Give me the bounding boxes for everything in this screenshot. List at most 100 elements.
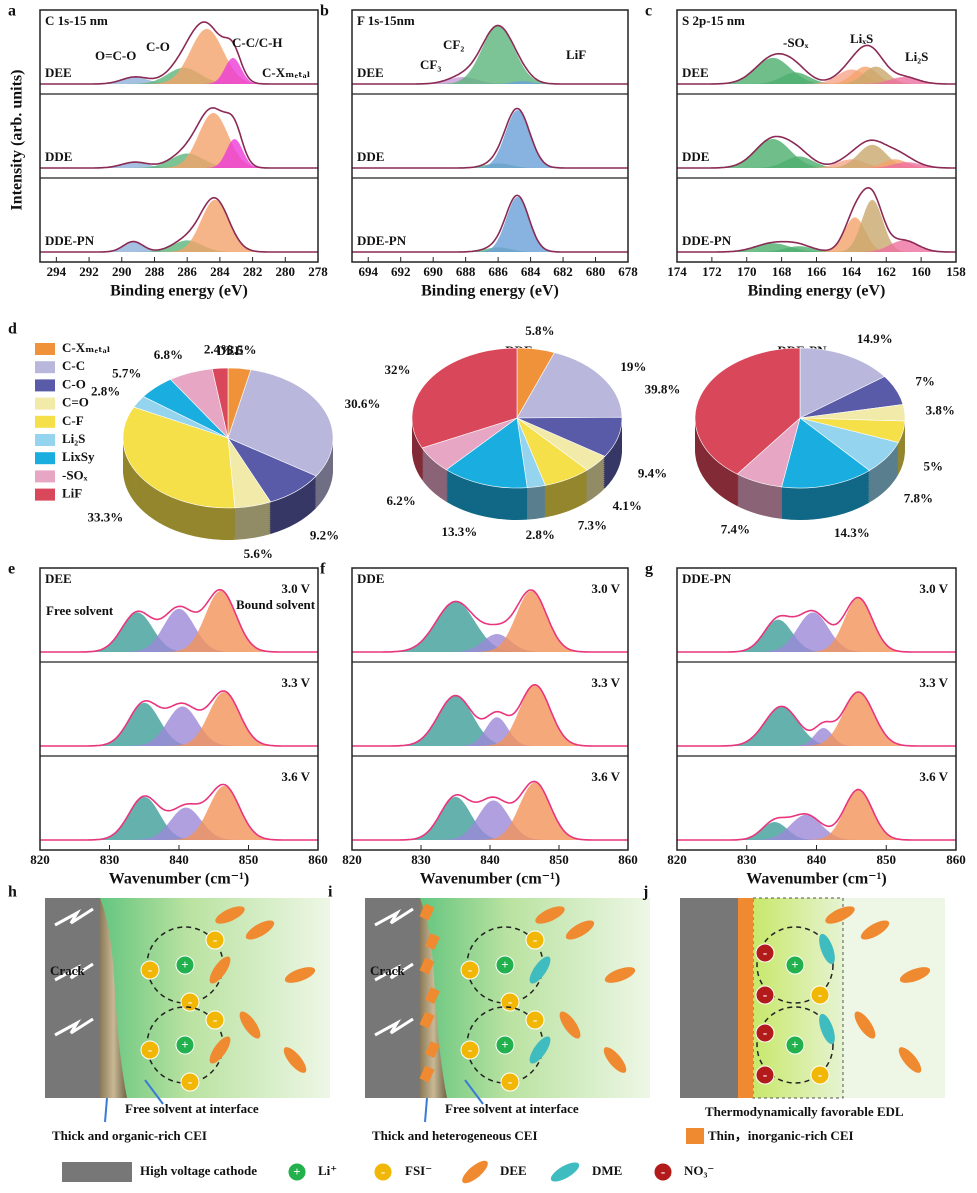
plot-frame <box>676 9 957 263</box>
ion <box>500 992 520 1012</box>
arrow <box>144 1079 164 1105</box>
ion <box>785 955 805 975</box>
envelope <box>40 21 318 85</box>
x-tick-label: 830 <box>411 852 431 867</box>
x-tick-label: 278 <box>308 264 328 279</box>
legend-label: C-Xₘₑₜₐₗ <box>62 340 111 355</box>
solvent-molecule <box>854 1011 876 1039</box>
panel-letter: e <box>8 561 15 578</box>
solvent-molecule <box>209 956 231 984</box>
peak-component <box>677 814 956 840</box>
pie-slice <box>516 352 623 419</box>
pie-slice <box>211 367 229 439</box>
ion <box>755 1065 775 1085</box>
ion-sign: + <box>791 957 798 972</box>
crack <box>54 962 94 982</box>
x-tick-label: 850 <box>239 852 259 867</box>
peak-component <box>677 72 956 84</box>
panel-letter: d <box>8 321 17 338</box>
annotation: Free solvent <box>46 603 114 618</box>
schematic-text: Crack <box>50 963 85 978</box>
crack <box>54 1017 94 1037</box>
slice-label: 19% <box>620 359 646 374</box>
x-axis-label: Wavenumber (cm⁻¹) <box>109 871 249 888</box>
solvent-molecule <box>215 906 245 924</box>
pie-slice <box>122 406 236 509</box>
slice-label: 14.9% <box>857 331 893 346</box>
envelope <box>40 588 318 653</box>
slice-label: 5.7% <box>112 365 141 380</box>
x-tick-label: 678 <box>618 264 638 279</box>
solvent-molecule <box>819 933 835 965</box>
ion-sign: + <box>501 1037 508 1052</box>
peak-component <box>352 782 628 840</box>
plot-frame <box>676 567 957 851</box>
ion-sign: - <box>661 1164 665 1179</box>
pie-slice <box>445 417 528 489</box>
crack <box>374 907 414 927</box>
ion-sign: - <box>533 932 537 947</box>
solvent-molecule <box>825 906 855 924</box>
peak-component <box>352 26 628 84</box>
ion <box>140 1040 160 1060</box>
y-axis-label: Intensity (arb. units) <box>9 70 26 211</box>
solvent-molecule <box>284 967 316 983</box>
x-tick-label: 850 <box>877 852 897 867</box>
ion <box>373 1162 393 1182</box>
peak-component <box>677 156 956 168</box>
legend-swatch <box>35 434 55 446</box>
schematic-text: Free solvent at interface <box>445 1101 579 1116</box>
x-tick-label: 282 <box>243 264 263 279</box>
slice-label: 9.2% <box>310 527 339 542</box>
arrow <box>104 1097 108 1123</box>
annotation: CF₃ <box>420 57 441 72</box>
panel-letter: f <box>320 561 326 578</box>
ion-sign: - <box>763 1025 767 1040</box>
voltage-label: 3.3 V <box>591 675 620 690</box>
ion <box>495 955 515 975</box>
ion <box>755 943 775 963</box>
annotation: O=C-O <box>95 48 136 63</box>
ion-sign: - <box>188 1074 192 1089</box>
x-tick-label: 682 <box>553 264 573 279</box>
voltage-label: 3.3 V <box>281 675 310 690</box>
sample-label: DDE-PN <box>45 233 95 248</box>
sample-label: DEE <box>682 65 709 80</box>
ion <box>495 1035 515 1055</box>
cei-layer <box>100 898 127 1098</box>
ion <box>460 960 480 980</box>
solvent-molecule <box>283 1047 307 1073</box>
solvent-molecule <box>239 1011 261 1039</box>
envelope <box>352 780 628 841</box>
slice-label: 7.3% <box>578 518 607 533</box>
slice-label: 7% <box>915 374 935 389</box>
cei-layer <box>738 898 753 1098</box>
slice-label: 7.4% <box>721 521 750 536</box>
solvent-molecule <box>898 1047 922 1073</box>
x-tick-label: 168 <box>772 264 792 279</box>
voltage-label: 3.3 V <box>919 675 948 690</box>
ion-sign: - <box>508 1074 512 1089</box>
x-tick-label: 164 <box>842 264 862 279</box>
panel-title: S 2p-15 nm <box>682 13 745 28</box>
annotation: LiF <box>566 47 586 62</box>
legend-swatch <box>686 1128 704 1144</box>
legend-label: High voltage cathode <box>140 1163 257 1178</box>
x-tick-label: 286 <box>177 264 197 279</box>
ion <box>755 985 775 1005</box>
ion <box>810 1065 830 1085</box>
ion-sign: + <box>791 1037 798 1052</box>
solvation-shell <box>756 926 834 1004</box>
ion-sign: - <box>508 994 512 1009</box>
ion-sign: - <box>381 1164 385 1179</box>
envelope <box>40 107 318 169</box>
ion <box>460 1040 480 1060</box>
pie-slice <box>227 369 334 477</box>
arrow <box>464 1079 484 1105</box>
arrow <box>424 1097 428 1123</box>
panel-letter: j <box>642 884 648 901</box>
pie-slice <box>411 347 518 449</box>
x-tick-label: 820 <box>30 852 50 867</box>
panel-letter: g <box>645 561 653 578</box>
inorganic-particle <box>424 1041 440 1058</box>
